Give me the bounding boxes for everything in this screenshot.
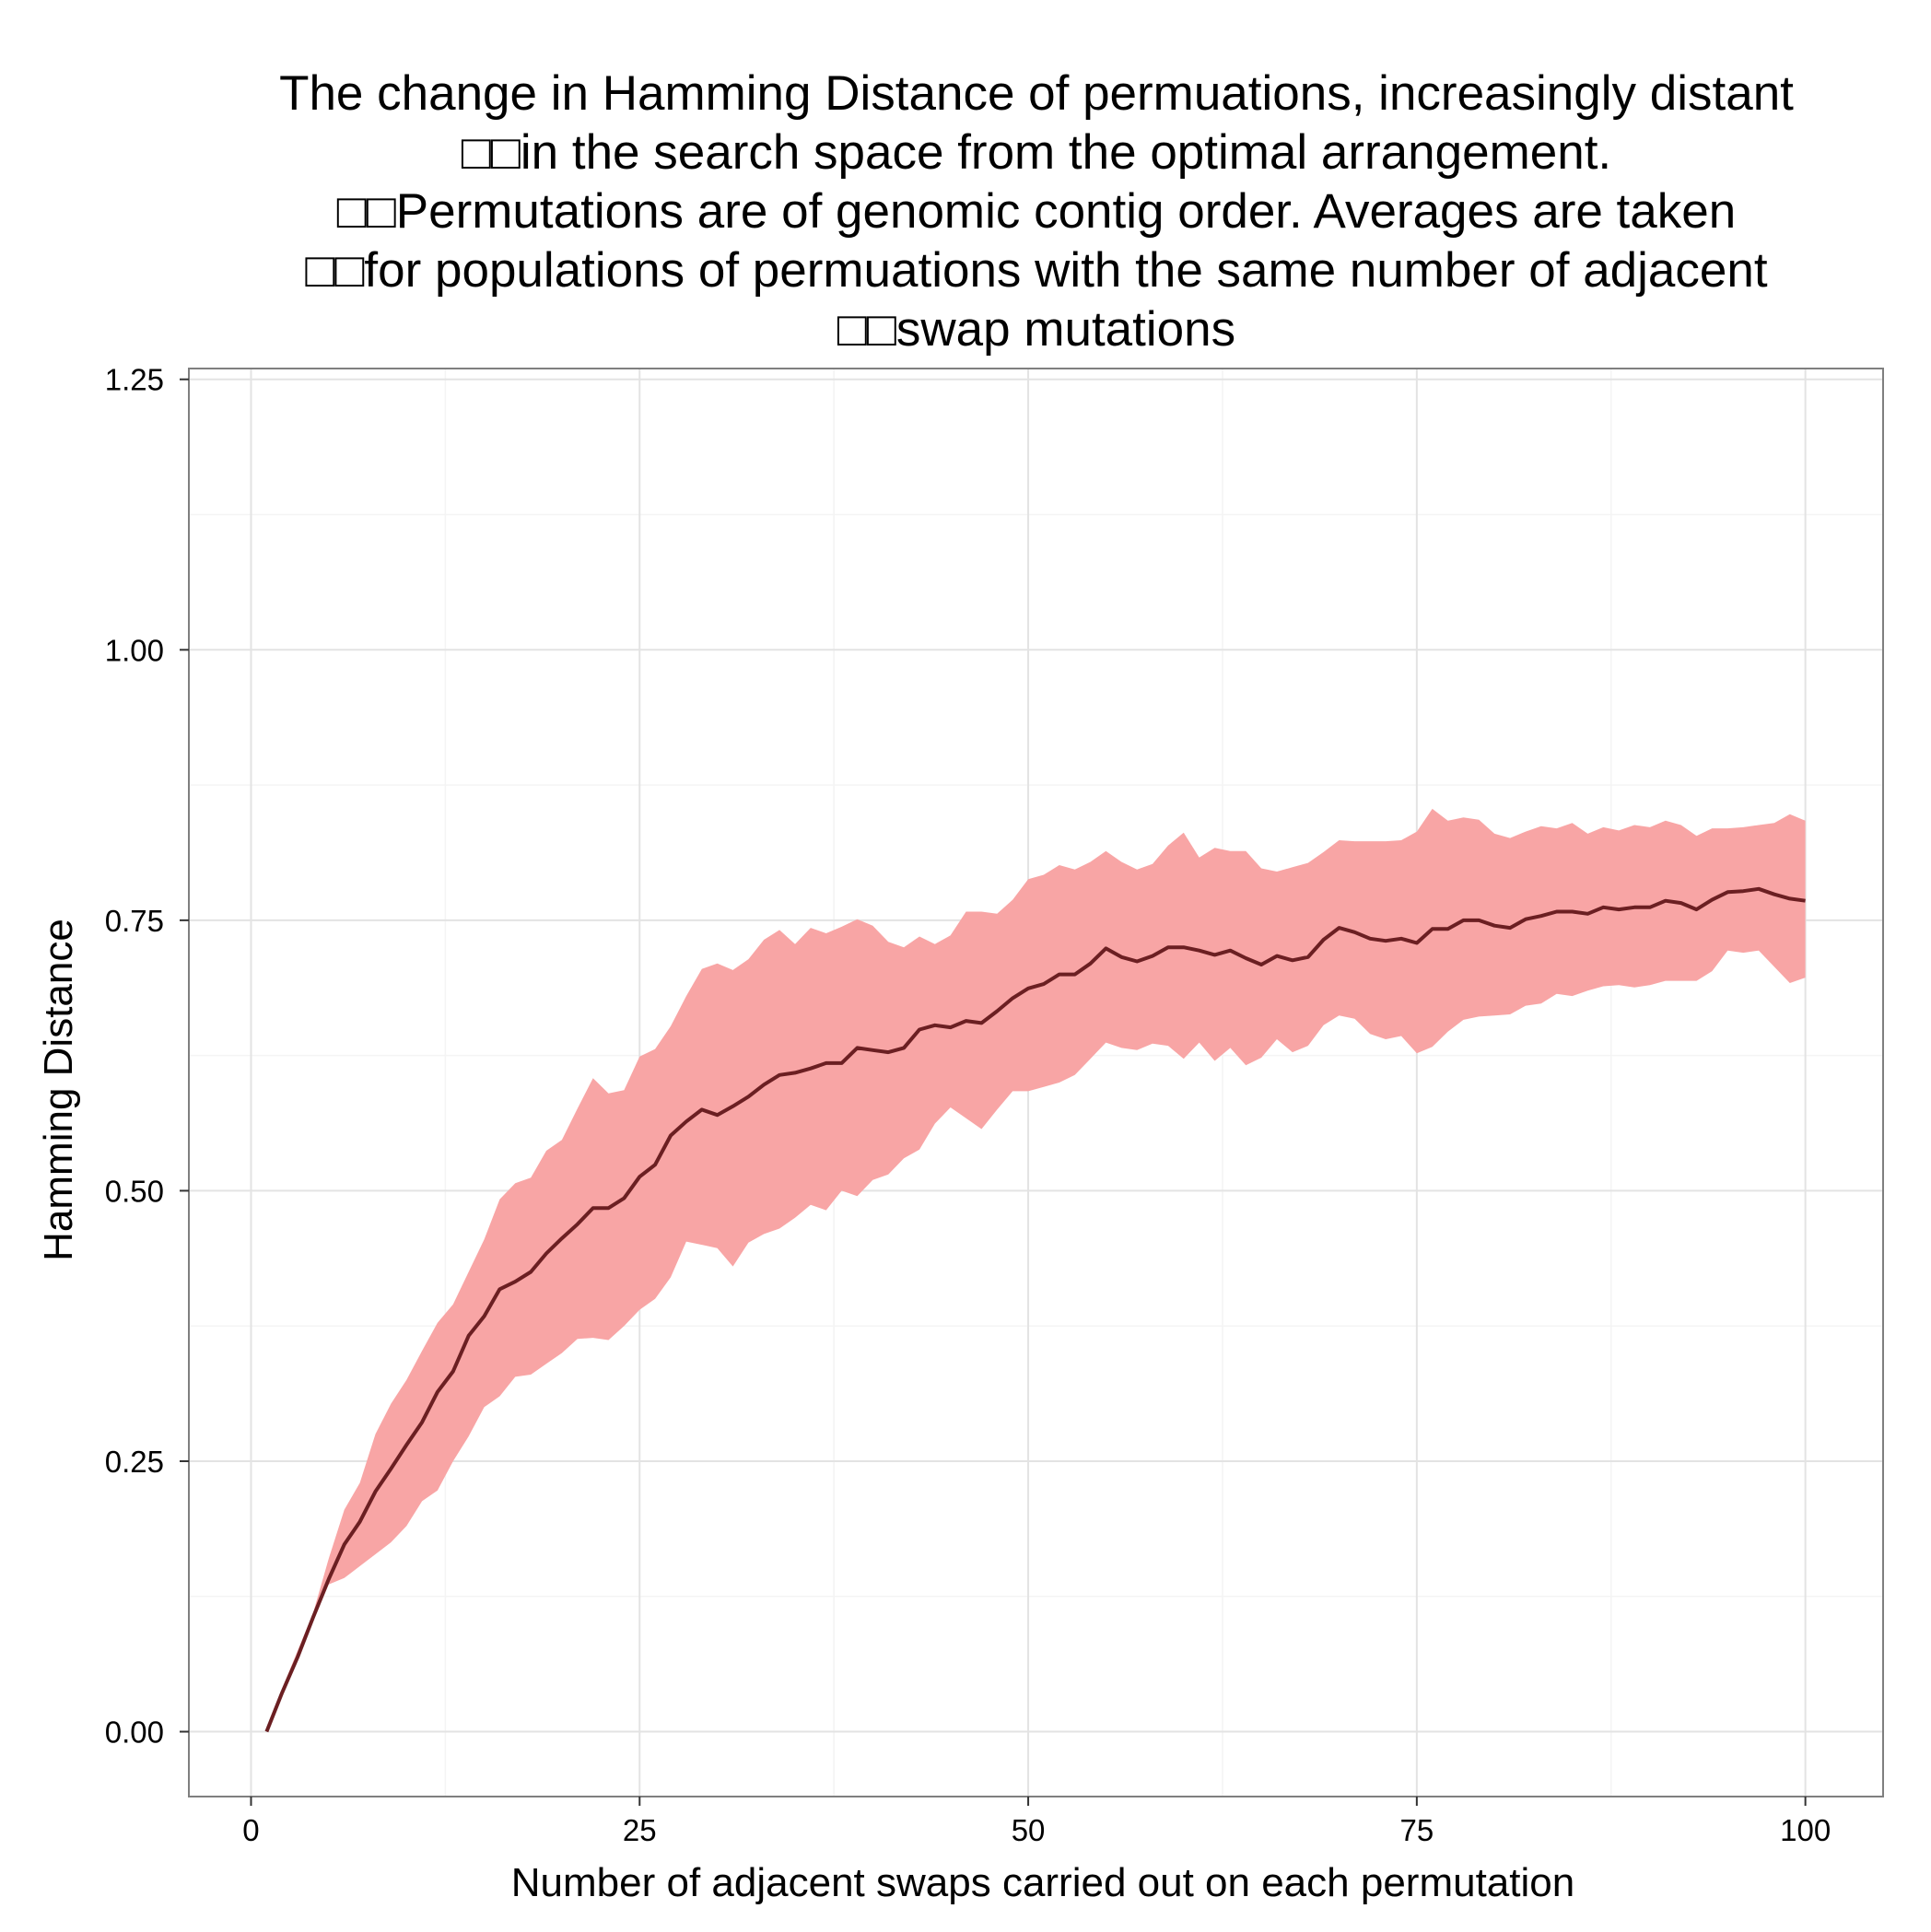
x-tick-label: 100 bbox=[1780, 1813, 1831, 1847]
title-line-1: The change in Hamming Distance of permua… bbox=[279, 66, 1794, 121]
x-tick-label: 75 bbox=[1399, 1813, 1434, 1847]
title-line-5: □□swap mutations bbox=[837, 302, 1235, 357]
x-tick-label: 50 bbox=[1012, 1813, 1046, 1847]
plot-panel bbox=[188, 368, 1884, 1797]
y-tick-label: 0.00 bbox=[105, 1715, 164, 1750]
title-line-3: □□Permutations are of genomic contig ord… bbox=[337, 184, 1736, 239]
mean-line bbox=[264, 886, 1806, 1733]
y-tick-label: 0.75 bbox=[105, 904, 164, 938]
y-tick-label: 1.00 bbox=[105, 633, 164, 667]
confidence-ribbon bbox=[266, 808, 1806, 1732]
y-axis: 0.00 0.25 0.50 0.75 1.00 1.25 bbox=[105, 363, 189, 1750]
chart-title: The change in Hamming Distance of permua… bbox=[279, 66, 1794, 357]
title-line-2: □□in the search space from the optimal a… bbox=[462, 125, 1611, 180]
title-line-4: □□for populations of permuations with th… bbox=[305, 243, 1767, 298]
y-axis-title: Hamming Distance bbox=[36, 919, 81, 1261]
panel-border bbox=[188, 368, 1884, 1797]
x-tick-label: 0 bbox=[242, 1813, 259, 1847]
x-axis: 0 25 50 75 100 bbox=[242, 1797, 1831, 1847]
y-tick-label: 0.25 bbox=[105, 1445, 164, 1479]
y-tick-label: 1.25 bbox=[105, 363, 164, 397]
x-axis-title: Number of adjacent swaps carried out on … bbox=[511, 1860, 1574, 1905]
x-tick-label: 25 bbox=[623, 1813, 657, 1847]
y-tick-label: 0.50 bbox=[105, 1174, 164, 1208]
